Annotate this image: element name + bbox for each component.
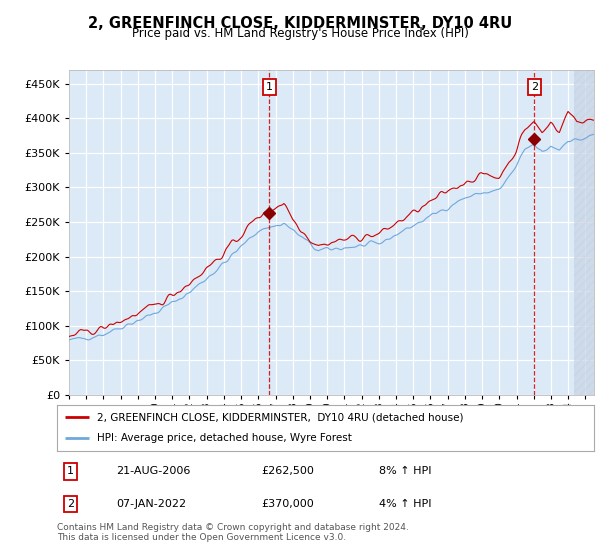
- Text: 4% ↑ HPI: 4% ↑ HPI: [379, 498, 432, 508]
- Text: Contains HM Land Registry data © Crown copyright and database right 2024.
This d: Contains HM Land Registry data © Crown c…: [57, 523, 409, 543]
- Text: Price paid vs. HM Land Registry's House Price Index (HPI): Price paid vs. HM Land Registry's House …: [131, 27, 469, 40]
- Text: £370,000: £370,000: [261, 498, 314, 508]
- Text: 2: 2: [67, 498, 74, 508]
- Bar: [574, 70, 594, 395]
- Text: £262,500: £262,500: [261, 466, 314, 477]
- Text: 07-JAN-2022: 07-JAN-2022: [116, 498, 186, 508]
- Text: 1: 1: [266, 82, 273, 92]
- Text: 2, GREENFINCH CLOSE, KIDDERMINSTER,  DY10 4RU (detached house): 2, GREENFINCH CLOSE, KIDDERMINSTER, DY10…: [97, 412, 464, 422]
- Text: 2, GREENFINCH CLOSE, KIDDERMINSTER, DY10 4RU: 2, GREENFINCH CLOSE, KIDDERMINSTER, DY10…: [88, 16, 512, 31]
- Text: 1: 1: [67, 466, 74, 477]
- Text: HPI: Average price, detached house, Wyre Forest: HPI: Average price, detached house, Wyre…: [97, 433, 352, 444]
- Text: 2: 2: [531, 82, 538, 92]
- Text: 21-AUG-2006: 21-AUG-2006: [116, 466, 190, 477]
- Text: 8% ↑ HPI: 8% ↑ HPI: [379, 466, 432, 477]
